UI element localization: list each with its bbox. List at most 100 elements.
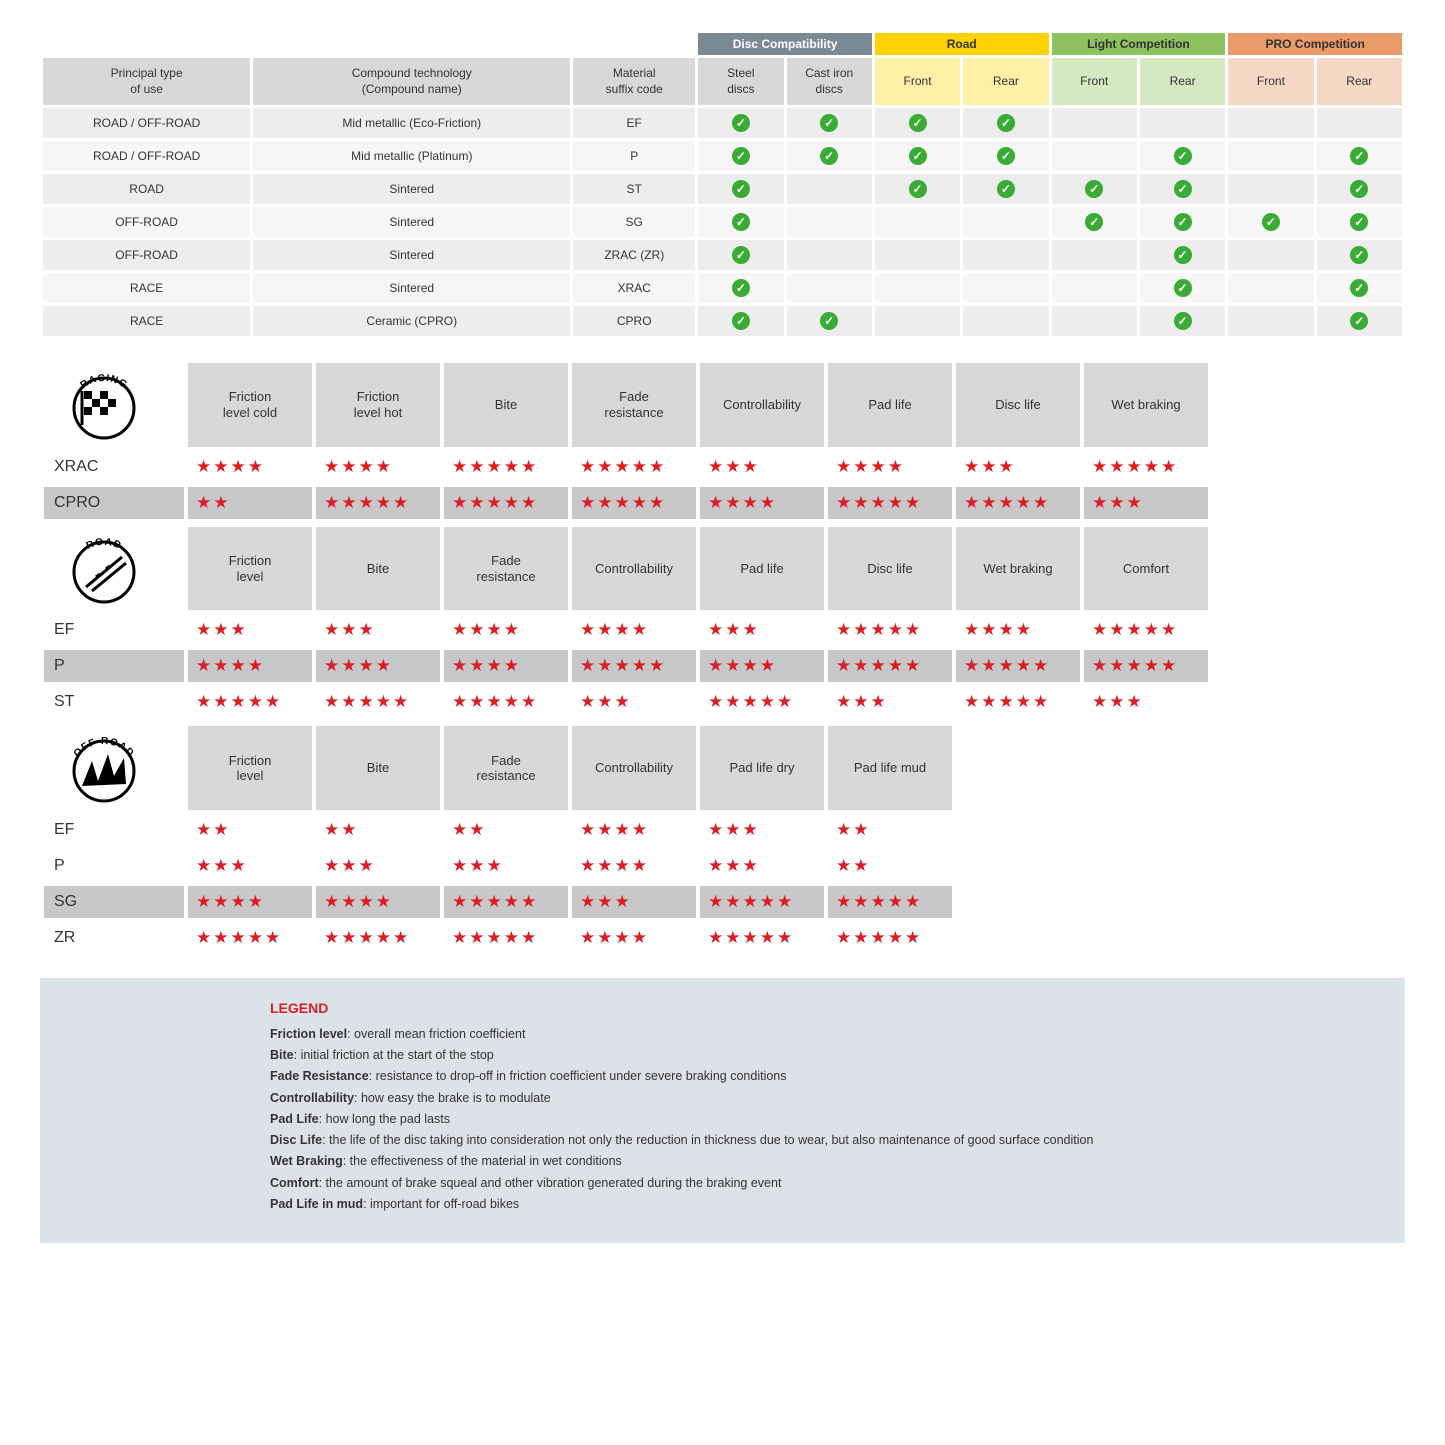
sub-header: Rear bbox=[963, 58, 1048, 105]
cell: Ceramic (CPRO) bbox=[253, 306, 570, 336]
table-row: RACECeramic (CPRO)CPRO✓✓✓✓ bbox=[43, 306, 1402, 336]
stars-cell: ★★ bbox=[188, 487, 312, 519]
star-icon: ★★★★★ bbox=[324, 692, 410, 711]
stars-cell: ★★★ bbox=[700, 814, 824, 846]
star-icon: ★★★★★ bbox=[452, 928, 538, 947]
stars-cell: ★★★★★ bbox=[1084, 451, 1208, 483]
stars-cell: ★★★★ bbox=[828, 451, 952, 483]
rating-row: SG★★★★★★★★★★★★★★★★★★★★★★★★★★ bbox=[44, 886, 952, 918]
check-cell: ✓ bbox=[963, 141, 1048, 171]
stars-cell: ★★★★ bbox=[316, 886, 440, 918]
star-icon: ★★★★ bbox=[324, 892, 393, 911]
rating-column-header: Controllability bbox=[572, 726, 696, 810]
check-icon: ✓ bbox=[1350, 147, 1368, 165]
stars-cell: ★★★★ bbox=[188, 451, 312, 483]
check-icon: ✓ bbox=[1350, 180, 1368, 198]
star-icon: ★★ bbox=[836, 820, 870, 839]
stars-cell: ★★★★★ bbox=[444, 686, 568, 718]
rating-column-header: Frictionlevel cold bbox=[188, 363, 312, 447]
cell: RACE bbox=[43, 273, 250, 303]
check-cell: ✓ bbox=[1317, 306, 1402, 336]
stars-cell: ★★★★★ bbox=[444, 451, 568, 483]
star-icon: ★★★★ bbox=[580, 820, 649, 839]
cell: P bbox=[573, 141, 695, 171]
check-cell bbox=[875, 273, 960, 303]
sub-header: Rear bbox=[1140, 58, 1225, 105]
star-icon: ★★★★★ bbox=[324, 493, 410, 512]
check-icon: ✓ bbox=[732, 114, 750, 132]
legend-item: Wet Braking: the effectiveness of the ma… bbox=[270, 1151, 1375, 1172]
check-cell bbox=[1228, 174, 1313, 204]
cell: EF bbox=[573, 108, 695, 138]
rating-row-label: EF bbox=[44, 614, 184, 646]
check-cell: ✓ bbox=[1317, 207, 1402, 237]
rating-column-header: Bite bbox=[444, 363, 568, 447]
stars-cell: ★★★ bbox=[188, 850, 312, 882]
cell: Sintered bbox=[253, 240, 570, 270]
group-header: Disc Compatibility bbox=[698, 33, 872, 55]
stars-cell: ★★★★ bbox=[572, 850, 696, 882]
stars-cell: ★★★★★ bbox=[700, 886, 824, 918]
cell: RACE bbox=[43, 306, 250, 336]
stars-cell: ★★ bbox=[444, 814, 568, 846]
star-icon: ★★★★★ bbox=[580, 457, 666, 476]
stars-cell: ★★★★★ bbox=[316, 487, 440, 519]
rating-table: RACINGFrictionlevel coldFrictionlevel ho… bbox=[40, 359, 1212, 523]
stars-cell: ★★★★★ bbox=[572, 487, 696, 519]
star-icon: ★★★★★ bbox=[452, 493, 538, 512]
star-icon: ★★★★ bbox=[580, 620, 649, 639]
stars-cell: ★★★★★ bbox=[188, 686, 312, 718]
check-cell: ✓ bbox=[698, 174, 783, 204]
check-cell bbox=[1140, 108, 1225, 138]
rating-row: ST★★★★★★★★★★★★★★★★★★★★★★★★★★★★★★★★★★ bbox=[44, 686, 1208, 718]
rating-row: CPRO★★★★★★★★★★★★★★★★★★★★★★★★★★★★★★★★★★ bbox=[44, 487, 1208, 519]
cell: ROAD / OFF-ROAD bbox=[43, 108, 250, 138]
star-icon: ★★★★★ bbox=[580, 493, 666, 512]
table-row: OFF-ROADSinteredZRAC (ZR)✓✓✓ bbox=[43, 240, 1402, 270]
table-row: OFF-ROADSinteredSG✓✓✓✓✓ bbox=[43, 207, 1402, 237]
rating-column-header: Pad life dry bbox=[700, 726, 824, 810]
stars-cell: ★★★★ bbox=[572, 922, 696, 954]
legend-item: Pad Life in mud: important for off-road … bbox=[270, 1194, 1375, 1215]
stars-cell: ★★★★★ bbox=[828, 614, 952, 646]
stars-cell: ★★★★ bbox=[572, 814, 696, 846]
rating-row: EF★★★★★★★★★★★★★★★ bbox=[44, 814, 952, 846]
star-icon: ★★★ bbox=[580, 692, 632, 711]
check-cell: ✓ bbox=[698, 141, 783, 171]
check-icon: ✓ bbox=[1174, 213, 1192, 231]
check-icon: ✓ bbox=[997, 147, 1015, 165]
check-cell bbox=[1052, 306, 1137, 336]
check-icon: ✓ bbox=[909, 114, 927, 132]
rating-row: ZR★★★★★★★★★★★★★★★★★★★★★★★★★★★★★ bbox=[44, 922, 952, 954]
check-cell: ✓ bbox=[1317, 174, 1402, 204]
star-icon: ★★★★★ bbox=[964, 692, 1050, 711]
star-icon: ★★ bbox=[324, 820, 358, 839]
check-icon: ✓ bbox=[1174, 246, 1192, 264]
stars-cell: ★★★ bbox=[444, 850, 568, 882]
stars-cell: ★★★★★ bbox=[188, 922, 312, 954]
rating-column-header: Frictionlevel hot bbox=[316, 363, 440, 447]
sub-header: Front bbox=[875, 58, 960, 105]
rating-column-header: Faderesistance bbox=[444, 527, 568, 611]
rating-table: OFF-ROADFrictionlevelBiteFaderesistanceC… bbox=[40, 722, 956, 958]
stars-cell: ★★★ bbox=[316, 850, 440, 882]
star-icon: ★★★★ bbox=[452, 620, 521, 639]
legend-item: Friction level: overall mean friction co… bbox=[270, 1024, 1375, 1045]
stars-cell: ★★★ bbox=[956, 451, 1080, 483]
star-icon: ★★★★ bbox=[196, 656, 265, 675]
legend-title: LEGEND bbox=[270, 1000, 1375, 1016]
star-icon: ★★★★ bbox=[708, 493, 777, 512]
legend-item: Pad Life: how long the pad lasts bbox=[270, 1109, 1375, 1130]
check-cell: ✓ bbox=[1140, 306, 1225, 336]
check-cell bbox=[875, 207, 960, 237]
stars-cell: ★★★★ bbox=[188, 886, 312, 918]
check-icon: ✓ bbox=[820, 147, 838, 165]
star-icon: ★★★ bbox=[708, 457, 760, 476]
check-cell bbox=[875, 306, 960, 336]
stars-cell: ★★★★★ bbox=[572, 451, 696, 483]
star-icon: ★★★★★ bbox=[708, 928, 794, 947]
rating-row-label: ZR bbox=[44, 922, 184, 954]
check-cell bbox=[1052, 108, 1137, 138]
check-cell: ✓ bbox=[875, 141, 960, 171]
check-cell bbox=[1317, 108, 1402, 138]
